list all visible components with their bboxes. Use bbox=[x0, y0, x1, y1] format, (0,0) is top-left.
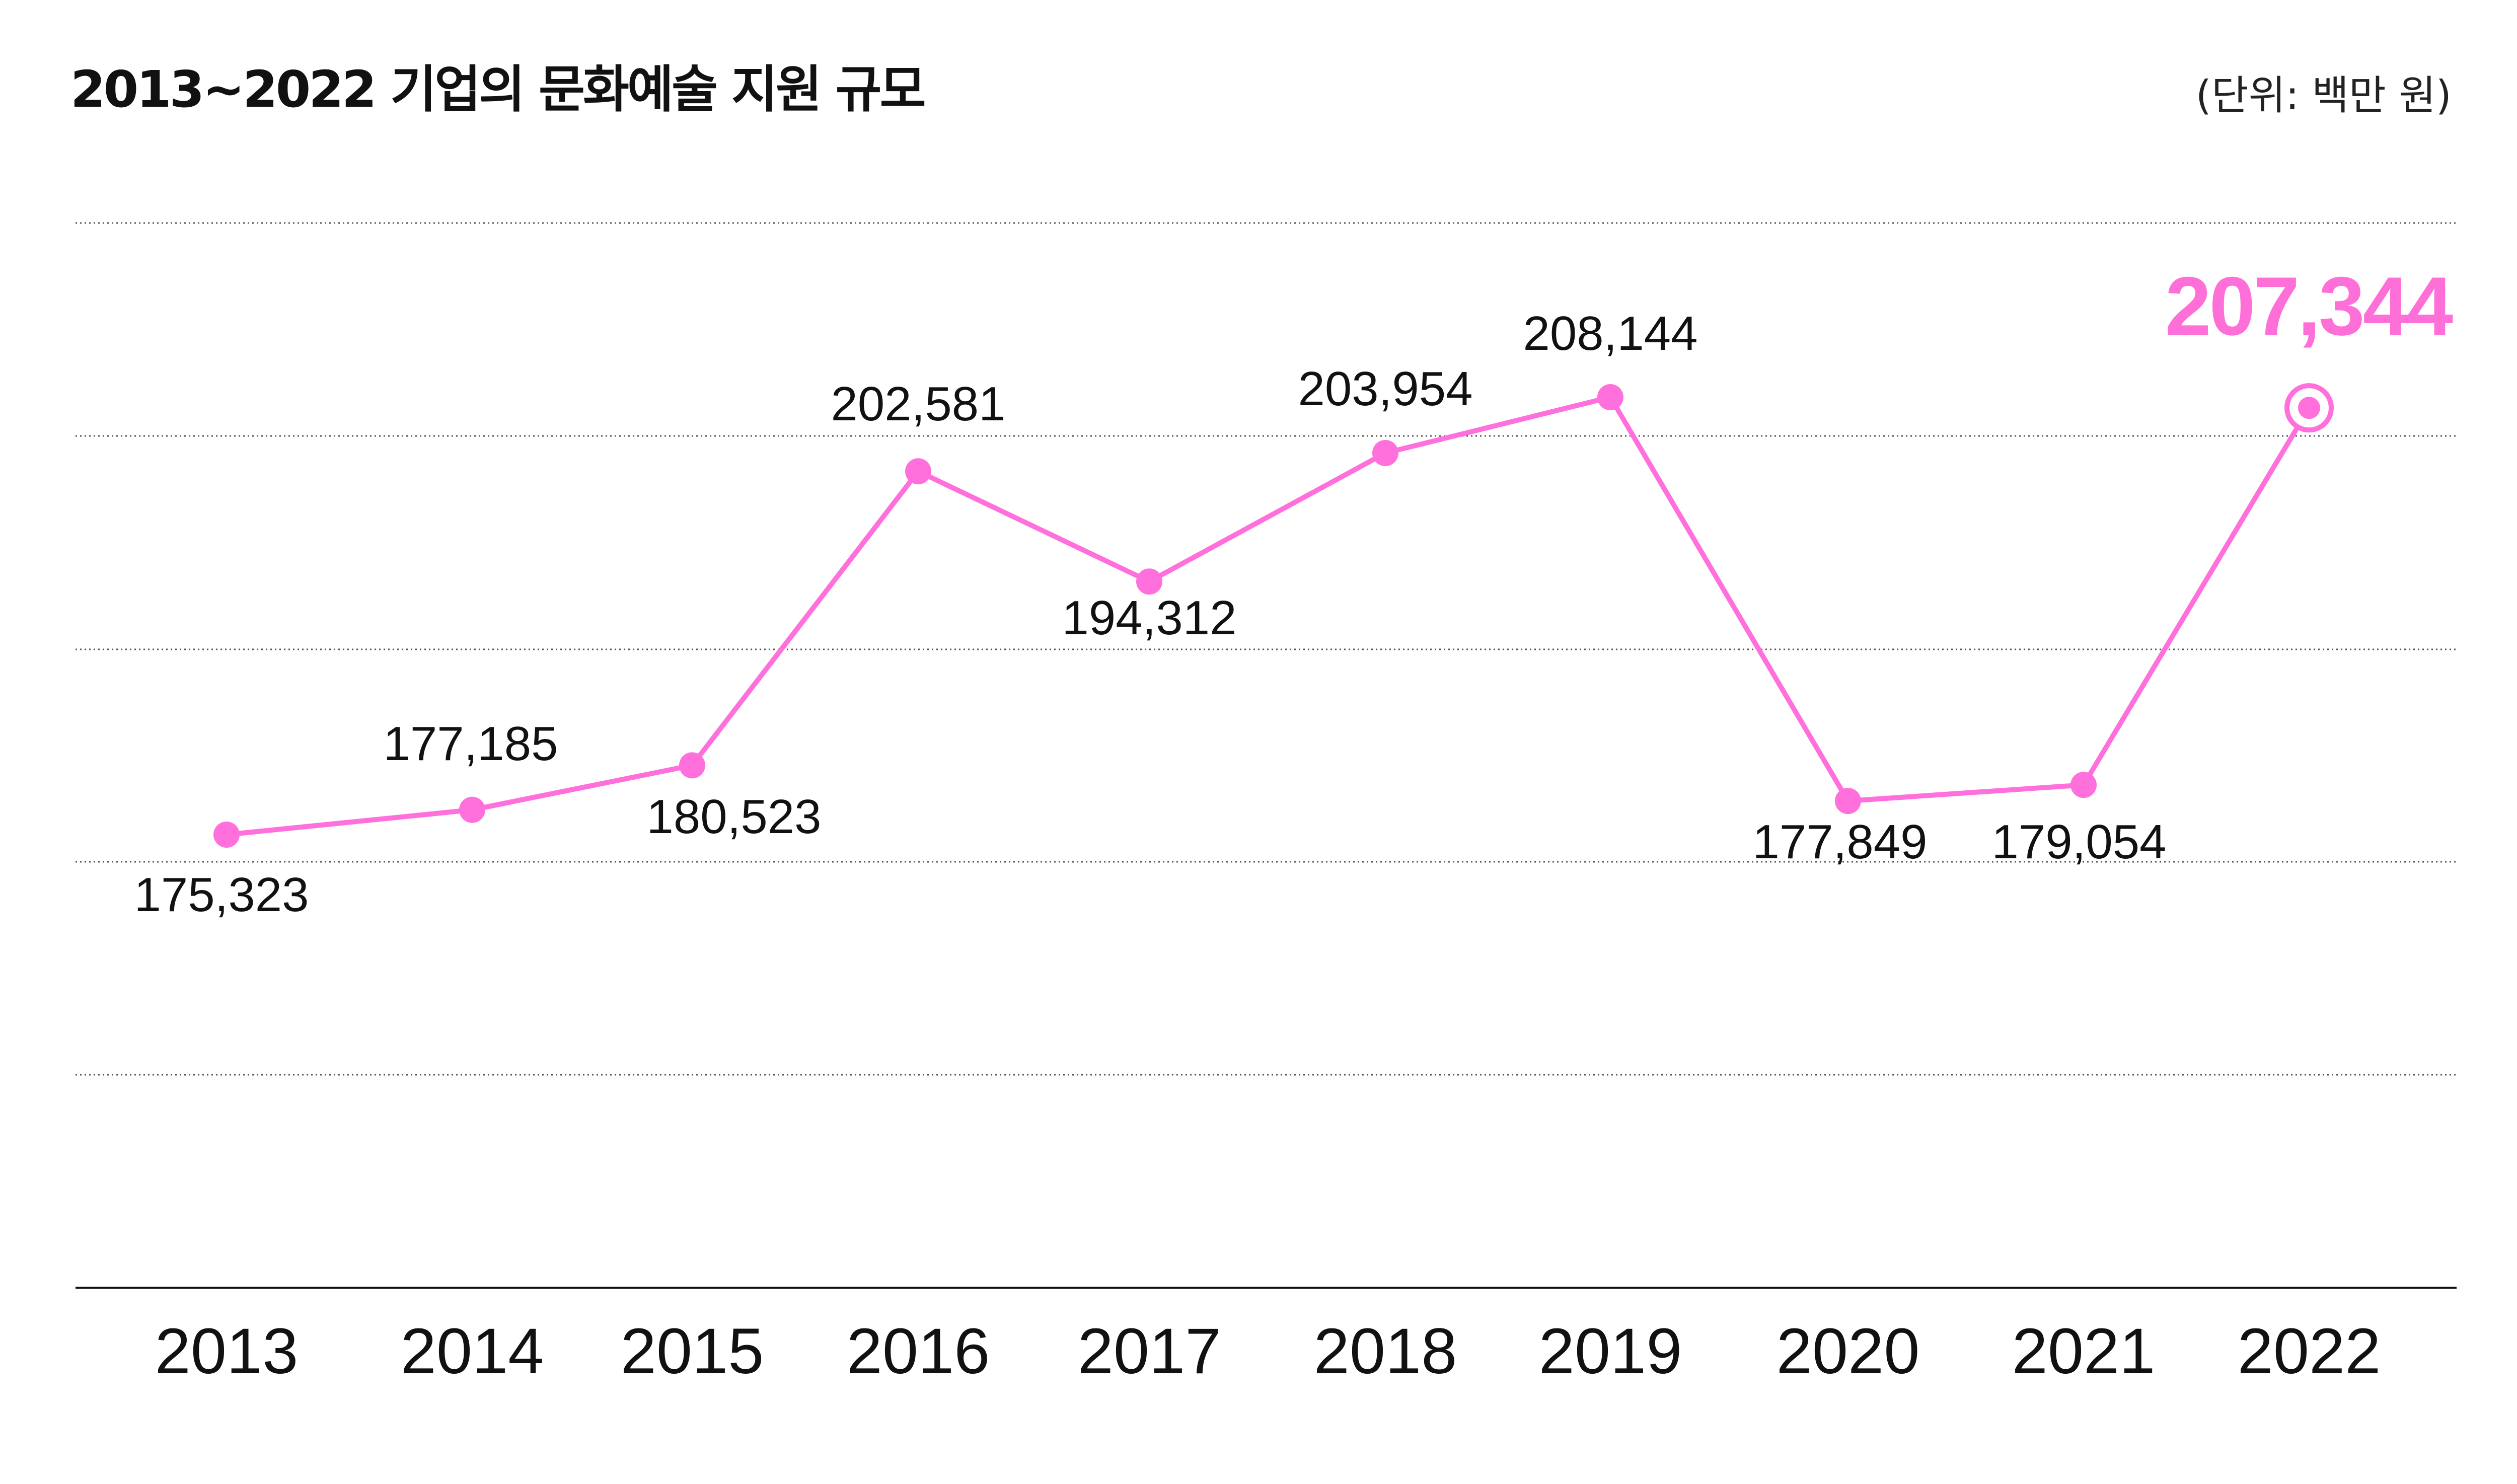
unit-label: (단위: 백만 원) bbox=[2195, 72, 2452, 119]
data-label: 180,523 bbox=[646, 790, 821, 844]
x-tick-label: 2021 bbox=[2012, 1315, 2156, 1387]
data-label: 177,185 bbox=[383, 717, 558, 771]
data-point bbox=[459, 796, 485, 823]
data-point bbox=[2298, 397, 2320, 419]
data-label: 202,581 bbox=[831, 377, 1005, 431]
x-tick-labels: 2013 2014 2015 2016 2017 2018 2019 2020 2021 2022 bbox=[155, 1315, 2381, 1387]
data-point bbox=[2070, 772, 2097, 798]
data-point bbox=[1136, 568, 1162, 595]
data-label-highlight: 207,344 bbox=[2165, 260, 2453, 352]
data-point bbox=[213, 822, 240, 848]
x-tick-label: 2014 bbox=[401, 1315, 544, 1387]
chart-title: 2013~2022 기업의 문화예술 지원 규모 bbox=[70, 60, 926, 119]
x-tick-label: 2018 bbox=[1314, 1315, 1457, 1387]
x-tick-label: 2017 bbox=[1078, 1315, 1221, 1387]
data-label: 208,144 bbox=[1523, 307, 1697, 360]
data-labels: 175,323 177,185 180,523 202,581 194,312 203,9… bbox=[134, 260, 2455, 922]
x-tick-label: 2016 bbox=[847, 1315, 990, 1387]
data-point bbox=[905, 458, 931, 485]
x-tick-label: 2015 bbox=[621, 1315, 764, 1387]
data-point bbox=[1835, 788, 1861, 814]
x-tick-label: 2022 bbox=[2238, 1315, 2381, 1387]
x-tick-label: 2019 bbox=[1539, 1315, 1682, 1387]
data-label: 175,323 bbox=[134, 868, 309, 922]
x-tick-label: 2020 bbox=[1776, 1315, 1920, 1387]
data-label: 179,054 bbox=[1991, 815, 2166, 869]
series-line bbox=[224, 395, 2312, 837]
series-line-group bbox=[224, 395, 2312, 837]
data-label: 203,954 bbox=[1298, 362, 1472, 416]
data-label: 194,312 bbox=[1062, 591, 1236, 645]
x-tick-label: 2013 bbox=[155, 1315, 299, 1387]
data-points bbox=[213, 383, 2334, 848]
gridlines bbox=[76, 222, 2457, 1076]
data-point bbox=[1597, 384, 1623, 410]
data-point bbox=[679, 752, 705, 779]
data-label: 177,849 bbox=[1752, 815, 1927, 869]
data-point bbox=[1372, 439, 1398, 466]
